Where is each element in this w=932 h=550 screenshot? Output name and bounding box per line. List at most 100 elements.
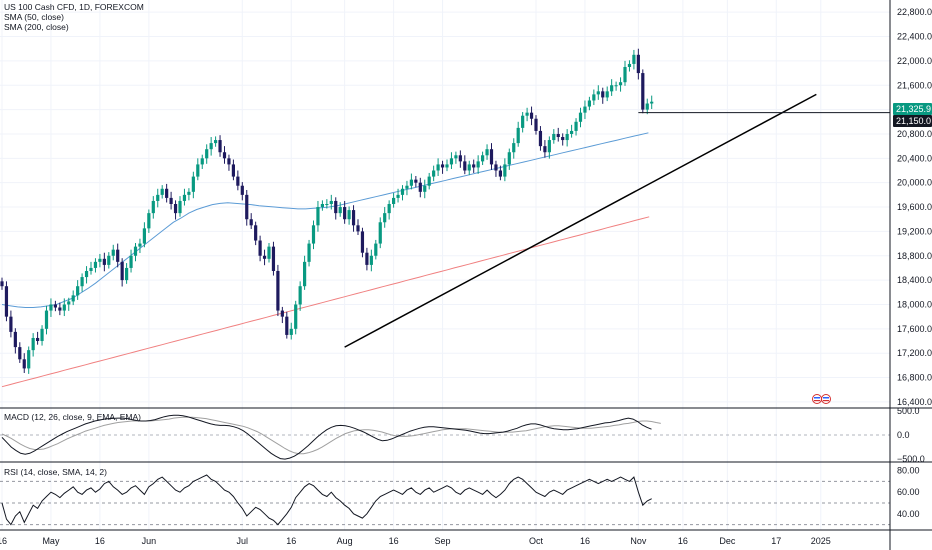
macd-line	[1, 414, 652, 460]
candle-body	[13, 331, 17, 348]
price-tick-label: 17,200.0	[897, 348, 932, 358]
candle-body	[214, 140, 218, 144]
candle-body	[565, 133, 569, 141]
macd-pane[interactable]	[0, 414, 890, 460]
candle-body	[89, 267, 93, 271]
candle-body	[98, 258, 102, 262]
price-axis[interactable]: 22,800.022,400.022,000.021,600.021,200.0…	[897, 7, 932, 519]
candle-body	[178, 200, 182, 214]
candle-body	[343, 207, 347, 220]
trendline[interactable]	[344, 93, 817, 348]
price-tick-label: 20,400.0	[897, 153, 932, 163]
candle-body	[102, 258, 106, 265]
candle-body	[494, 164, 498, 171]
candle-body	[561, 137, 565, 141]
candle-body	[218, 140, 222, 153]
candle-body	[587, 100, 591, 107]
candle-body	[165, 188, 169, 198]
candle-body	[31, 337, 35, 351]
time-axis[interactable]: 16 May 16 Jun Jul 16 Aug 16 Sep Oct 16 Nov 16 Dec 17 20…	[0, 536, 831, 546]
candle-body	[22, 359, 26, 369]
sma50-path	[1, 132, 649, 308]
candle-body	[329, 200, 333, 204]
candle-body	[222, 152, 227, 159]
candle-body	[120, 261, 124, 281]
sma50-legend[interactable]: SMA (50, close)	[4, 12, 64, 22]
candle-body	[472, 164, 476, 168]
candle-body	[320, 204, 324, 208]
rsi-pane[interactable]	[0, 474, 890, 526]
candle-body	[449, 158, 454, 165]
candle-body	[40, 328, 44, 342]
candle-body	[436, 164, 440, 171]
candle-body	[36, 337, 40, 342]
candle-body	[503, 164, 507, 177]
candle-body	[107, 255, 111, 265]
time-tick-label: May	[42, 536, 60, 546]
event-flags[interactable]	[812, 394, 831, 404]
level-price-tag	[893, 115, 932, 127]
candle-body	[182, 194, 187, 201]
candle-body	[325, 204, 329, 205]
candle-body	[347, 210, 351, 220]
time-tick-label: Jul	[237, 536, 249, 546]
candle-body	[476, 161, 480, 168]
trendline-path	[344, 93, 817, 348]
candle-body	[454, 155, 458, 159]
candle-body	[387, 204, 391, 214]
candle-body	[578, 112, 583, 122]
candle-body	[307, 243, 311, 262]
time-tick-label: Aug	[337, 536, 353, 546]
macd-legend[interactable]: MACD (12, 26, close, 9, EMA, EMA)	[4, 412, 141, 422]
macd-tick-label: 0.0	[897, 430, 910, 440]
candle-body	[498, 170, 502, 177]
price-tick-label: 16,800.0	[897, 373, 932, 383]
candle-body	[445, 164, 449, 168]
main-pane[interactable]	[0, 48, 890, 404]
candle-body	[414, 179, 418, 183]
candle-body	[142, 228, 146, 244]
price-tick-label: 22,400.0	[897, 32, 932, 42]
price-tags: 21,325.9 21,150.0	[893, 103, 932, 127]
candle-body	[409, 179, 413, 186]
candle-body	[276, 270, 280, 311]
macd-signal-line	[1, 416, 661, 455]
symbol-title[interactable]: US 100 Cash CFD, 1D, FOREXCOM	[4, 2, 144, 12]
candle-body	[27, 350, 31, 369]
candle-body	[156, 194, 160, 201]
rsi-line	[1, 474, 652, 526]
current-price-tag	[893, 103, 932, 115]
candle-body	[80, 277, 84, 287]
price-tick-label: 20,000.0	[897, 178, 932, 188]
candle-body	[378, 222, 382, 244]
time-tick-label: 16	[0, 536, 7, 546]
grid	[0, 0, 890, 530]
candle-body	[196, 164, 200, 177]
flag-stripe	[823, 400, 829, 402]
candle-body	[507, 152, 511, 165]
candle-body	[285, 316, 289, 335]
sma50-line	[1, 132, 649, 308]
flag-stripe	[814, 400, 820, 402]
sma200-legend[interactable]: SMA (200, close)	[4, 22, 69, 32]
time-tick-label: 16	[389, 536, 399, 546]
price-tick-label: 17,600.0	[897, 324, 932, 334]
candle-body	[423, 185, 427, 192]
candle-body	[485, 149, 489, 156]
candle-body	[298, 286, 302, 305]
candle-body	[111, 249, 115, 256]
rsi-tick-label: 40.00	[897, 509, 920, 519]
time-tick-label: Dec	[719, 536, 736, 546]
candle-body	[400, 188, 405, 195]
chart-legend[interactable]: US 100 Cash CFD, 1D, FOREXCOM SMA (50, c…	[4, 2, 144, 32]
time-tick-label: 16	[95, 536, 105, 546]
rsi-legend[interactable]: RSI (14, close, SMA, 14, 2)	[4, 467, 107, 477]
candle-body	[249, 219, 253, 226]
price-tick-label: 20,800.0	[897, 129, 932, 139]
candle-body	[521, 115, 525, 128]
candle-body	[627, 63, 632, 67]
candle-body	[632, 54, 636, 64]
candle-body	[289, 328, 293, 335]
candle-body	[76, 286, 80, 296]
